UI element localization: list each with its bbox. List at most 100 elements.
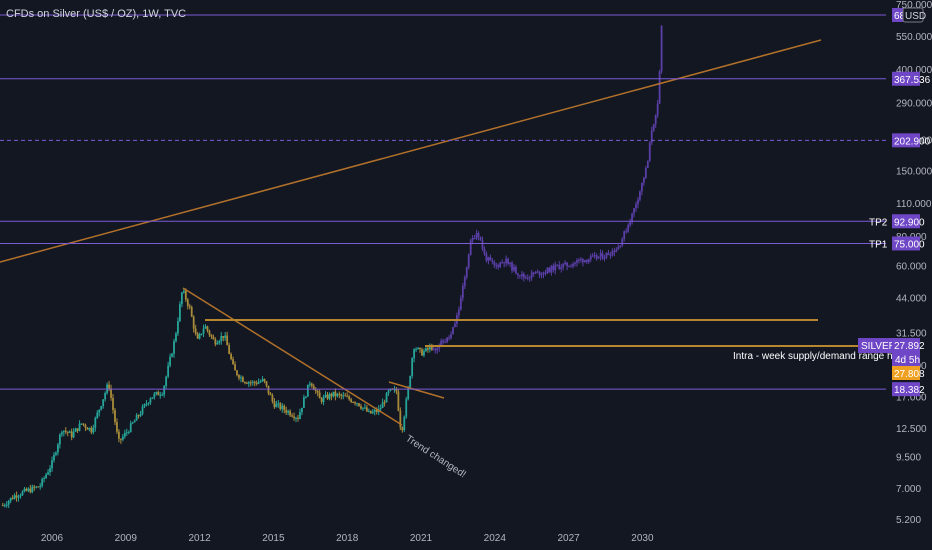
projection-candle [479,236,482,241]
price-candle [303,397,305,408]
price-candle [177,321,179,334]
price-candle [141,406,144,414]
price-candle [147,402,150,404]
price-candle [326,394,329,399]
projection-candle [493,261,496,266]
projection-candle [485,253,488,261]
projection-candle [442,340,445,343]
projection-candle [562,264,565,268]
price-candle [383,402,386,404]
projection-candle [461,285,464,298]
projection-candle [650,130,653,143]
price-candle [1,505,4,507]
current-price-label: SILVER 27.892 4d 5h 27.808 [858,338,925,380]
projection-candle [454,323,456,328]
level-label: 202.900 [894,136,931,147]
price-candle [310,383,313,386]
price-candle [82,423,85,425]
price-candle [129,423,132,432]
projection-candle [477,233,480,237]
price-candle [275,403,278,408]
projection-candle [536,271,539,273]
price-candle [153,393,156,398]
projection-candle [497,265,500,267]
y-tick-label: 110.000 [896,199,932,210]
projection-candle [526,277,529,279]
price-candle [157,391,160,396]
projection-candle [544,272,547,274]
price-candle [55,452,57,455]
projection-candle [471,237,474,241]
price-candle [299,412,301,420]
price-candle [196,333,199,339]
price-candle [192,316,195,329]
currency-badge[interactable] [902,7,924,23]
breakout-line[interactable] [388,381,445,399]
chart-title: CFDs on Silver (US$ / OZ), 1W, TVC [6,8,187,20]
price-candle [316,390,319,393]
projection-candle [503,262,506,264]
price-candle [430,346,433,350]
price-candle [220,336,223,342]
supply-demand-annotation: Intra - week supply/demand range high [733,351,906,362]
price-candle [35,486,38,488]
price-candle [133,420,136,423]
price-candle [204,326,207,329]
projection-candle [481,240,484,250]
y-tick-label: 44.000 [896,294,927,305]
price-candle [200,333,203,335]
price-candle [102,399,105,407]
price-candle [41,478,44,486]
price-candle [180,292,183,305]
price-candle [334,391,337,397]
price-candle [218,341,221,343]
projection-candle [446,337,448,343]
price-candle [289,411,292,416]
projection-candle [467,254,470,268]
x-tick-label: 2018 [336,533,359,544]
price-candle [19,495,22,497]
price-candle [308,383,311,385]
price-candle [137,415,140,417]
projection-candle [613,250,616,253]
current-price-value: 27.892 [894,341,925,352]
price-candle [173,341,175,354]
price-candle [330,393,333,397]
price-candle [352,402,355,404]
level-labels: 68 367.536 202.900 92.900 TP2 75.000 TP1 18.382 [869,8,931,397]
projection-candle [599,253,602,257]
level-label-bg [892,71,920,86]
price-candle [155,391,158,394]
price-candle [228,345,231,354]
projection-candle [495,265,498,267]
long-term-trendline[interactable] [0,39,822,263]
projection-candle [576,260,578,263]
price-candle [94,417,97,428]
price-candle [179,304,181,322]
time-axis[interactable]: 2006 2009 2012 2015 2018 2021 2024 2027 2030 [41,533,654,544]
price-candle [232,359,234,365]
projection-candle [625,231,628,233]
price-candle [371,411,374,414]
price-candle [226,335,229,346]
price-candle [182,290,185,293]
price-candle [257,381,260,384]
price-candle [367,410,370,412]
projection-candle [564,262,567,265]
price-candle [230,353,232,360]
projection-candle [617,246,620,250]
price-candle [88,427,91,430]
projection-candle [542,272,545,275]
price-candle [259,381,262,383]
y-tick-label: 17.000 [896,392,927,403]
price-candle [324,394,327,398]
descending-trendline[interactable] [182,287,403,426]
price-candle [21,491,24,496]
y-tick-label: 9.500 [896,453,921,464]
projection-candles [432,25,663,354]
price-candle [348,396,351,400]
price-candle [123,433,126,437]
price-candle [49,468,51,473]
price-candle [5,504,8,506]
